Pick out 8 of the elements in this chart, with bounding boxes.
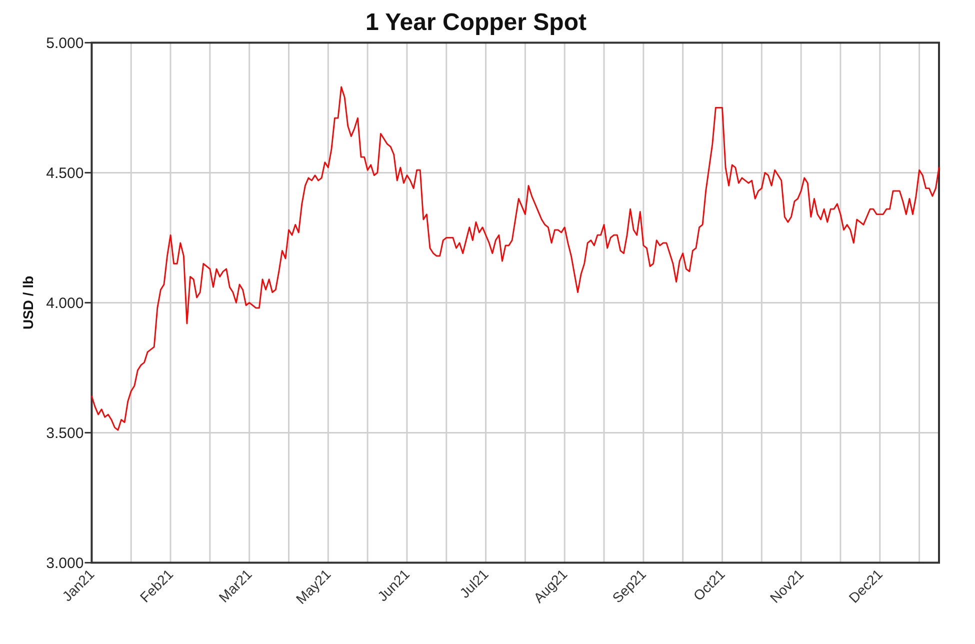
y-tick-label: 5.000: [46, 34, 84, 52]
y-tick-label: 3.000: [46, 554, 84, 572]
y-tick-label: 4.500: [46, 164, 84, 182]
y-axis-title: USD / lb: [20, 276, 36, 330]
chart-title: 1 Year Copper Spot: [366, 9, 586, 36]
line-series: [91, 86, 940, 431]
y-tick-label: 4.000: [46, 294, 84, 312]
y-tick-label: 3.500: [46, 424, 84, 442]
